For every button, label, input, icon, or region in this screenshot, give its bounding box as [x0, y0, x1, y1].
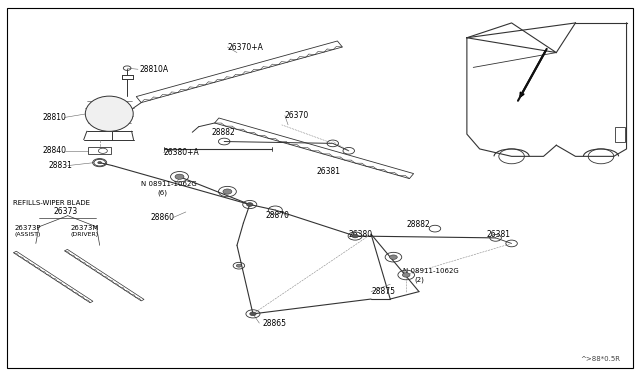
Text: 26380: 26380	[349, 230, 373, 239]
Text: 28860: 28860	[151, 213, 175, 222]
Text: 28831: 28831	[49, 161, 72, 170]
Text: 26381: 26381	[486, 230, 510, 239]
Text: (ASSIST): (ASSIST)	[15, 232, 41, 237]
Text: 26370: 26370	[285, 111, 309, 120]
Circle shape	[390, 255, 397, 259]
Text: 28882: 28882	[406, 221, 430, 230]
Text: N 08911-1062G: N 08911-1062G	[141, 181, 197, 187]
Text: N 08911-1062G: N 08911-1062G	[403, 268, 459, 274]
Text: 26373P: 26373P	[15, 225, 41, 231]
Circle shape	[352, 234, 358, 238]
Bar	[88, 147, 111, 154]
Text: 28810A: 28810A	[140, 65, 169, 74]
Text: 26381: 26381	[317, 167, 341, 176]
Circle shape	[236, 264, 241, 267]
Polygon shape	[214, 118, 413, 179]
Polygon shape	[65, 249, 144, 301]
Circle shape	[223, 189, 232, 194]
Text: 26373: 26373	[53, 208, 77, 217]
Text: 26370+A: 26370+A	[227, 42, 263, 51]
Text: (2): (2)	[415, 276, 424, 283]
Circle shape	[403, 273, 410, 277]
Circle shape	[175, 174, 184, 179]
Bar	[615, 127, 625, 141]
Text: 26373M: 26373M	[71, 225, 99, 231]
Circle shape	[98, 161, 102, 164]
Ellipse shape	[85, 96, 133, 131]
Text: 28882: 28882	[211, 128, 235, 137]
Text: ^>88*0.5R: ^>88*0.5R	[580, 356, 620, 362]
Text: (6): (6)	[157, 189, 167, 196]
Text: 28870: 28870	[266, 211, 290, 220]
Text: 26380+A: 26380+A	[164, 148, 199, 157]
Text: 28865: 28865	[262, 319, 287, 328]
Text: 28875: 28875	[371, 287, 395, 296]
Text: (DRIVER): (DRIVER)	[71, 232, 99, 237]
Text: 28840: 28840	[42, 146, 66, 155]
Polygon shape	[13, 251, 93, 303]
Polygon shape	[136, 41, 342, 103]
Text: 28810: 28810	[42, 113, 66, 122]
Circle shape	[246, 203, 253, 206]
Circle shape	[250, 312, 256, 316]
Text: REFILLS-WIPER BLADE: REFILLS-WIPER BLADE	[13, 200, 90, 206]
